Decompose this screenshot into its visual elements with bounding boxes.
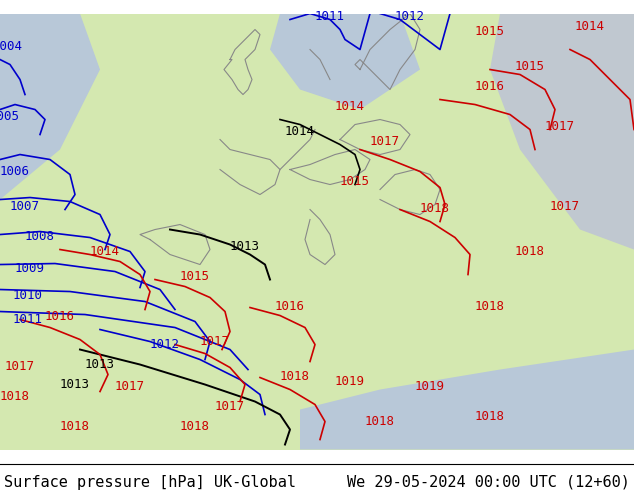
- Text: 1018: 1018: [365, 415, 395, 427]
- Text: 1014: 1014: [575, 20, 605, 32]
- Text: 1014: 1014: [335, 99, 365, 113]
- Text: 1006: 1006: [0, 165, 30, 177]
- Text: 1005: 1005: [0, 110, 20, 122]
- Text: 1016: 1016: [275, 299, 305, 313]
- Text: 1019: 1019: [415, 380, 445, 392]
- Text: 1017: 1017: [200, 335, 230, 347]
- Text: Surface pressure [hPa] UK-Global: Surface pressure [hPa] UK-Global: [4, 474, 296, 490]
- Text: 1014: 1014: [285, 124, 315, 138]
- Text: 1017: 1017: [550, 199, 580, 213]
- Text: 1015: 1015: [515, 59, 545, 73]
- Text: 1011: 1011: [315, 9, 345, 23]
- Text: 1017: 1017: [5, 360, 35, 372]
- Text: 1013: 1013: [85, 358, 115, 370]
- Text: 1013: 1013: [230, 240, 260, 252]
- Text: 1015: 1015: [340, 174, 370, 188]
- Text: 1018: 1018: [280, 369, 310, 383]
- Text: 1018: 1018: [180, 419, 210, 433]
- Text: 1007: 1007: [10, 199, 40, 213]
- Text: 1016: 1016: [45, 310, 75, 322]
- Text: 1018: 1018: [475, 410, 505, 422]
- Text: 1008: 1008: [25, 229, 55, 243]
- Polygon shape: [0, 14, 100, 199]
- Text: 1012: 1012: [150, 338, 180, 350]
- Polygon shape: [300, 349, 634, 449]
- Text: 1012: 1012: [395, 9, 425, 23]
- Text: 1009: 1009: [15, 262, 45, 274]
- Text: 1010: 1010: [13, 289, 43, 301]
- Text: 1016: 1016: [475, 79, 505, 93]
- Text: 1017: 1017: [545, 120, 575, 132]
- Text: 1017: 1017: [370, 135, 400, 147]
- Text: 1015: 1015: [475, 24, 505, 38]
- Text: 1015: 1015: [180, 270, 210, 283]
- Text: 1018: 1018: [0, 390, 30, 402]
- Text: 1017: 1017: [115, 380, 145, 392]
- Text: 1014: 1014: [90, 245, 120, 258]
- Text: 1018: 1018: [475, 299, 505, 313]
- Text: 1018: 1018: [60, 419, 90, 433]
- Text: 1018: 1018: [515, 245, 545, 258]
- Polygon shape: [490, 14, 634, 249]
- Polygon shape: [270, 14, 420, 110]
- Text: 1013: 1013: [60, 377, 90, 391]
- Text: 1011: 1011: [13, 313, 43, 325]
- Text: 1004: 1004: [0, 40, 23, 52]
- Text: 1017: 1017: [215, 399, 245, 413]
- Text: We 29-05-2024 00:00 UTC (12+60): We 29-05-2024 00:00 UTC (12+60): [347, 474, 630, 490]
- Text: 1018: 1018: [420, 201, 450, 215]
- Text: 1019: 1019: [335, 374, 365, 388]
